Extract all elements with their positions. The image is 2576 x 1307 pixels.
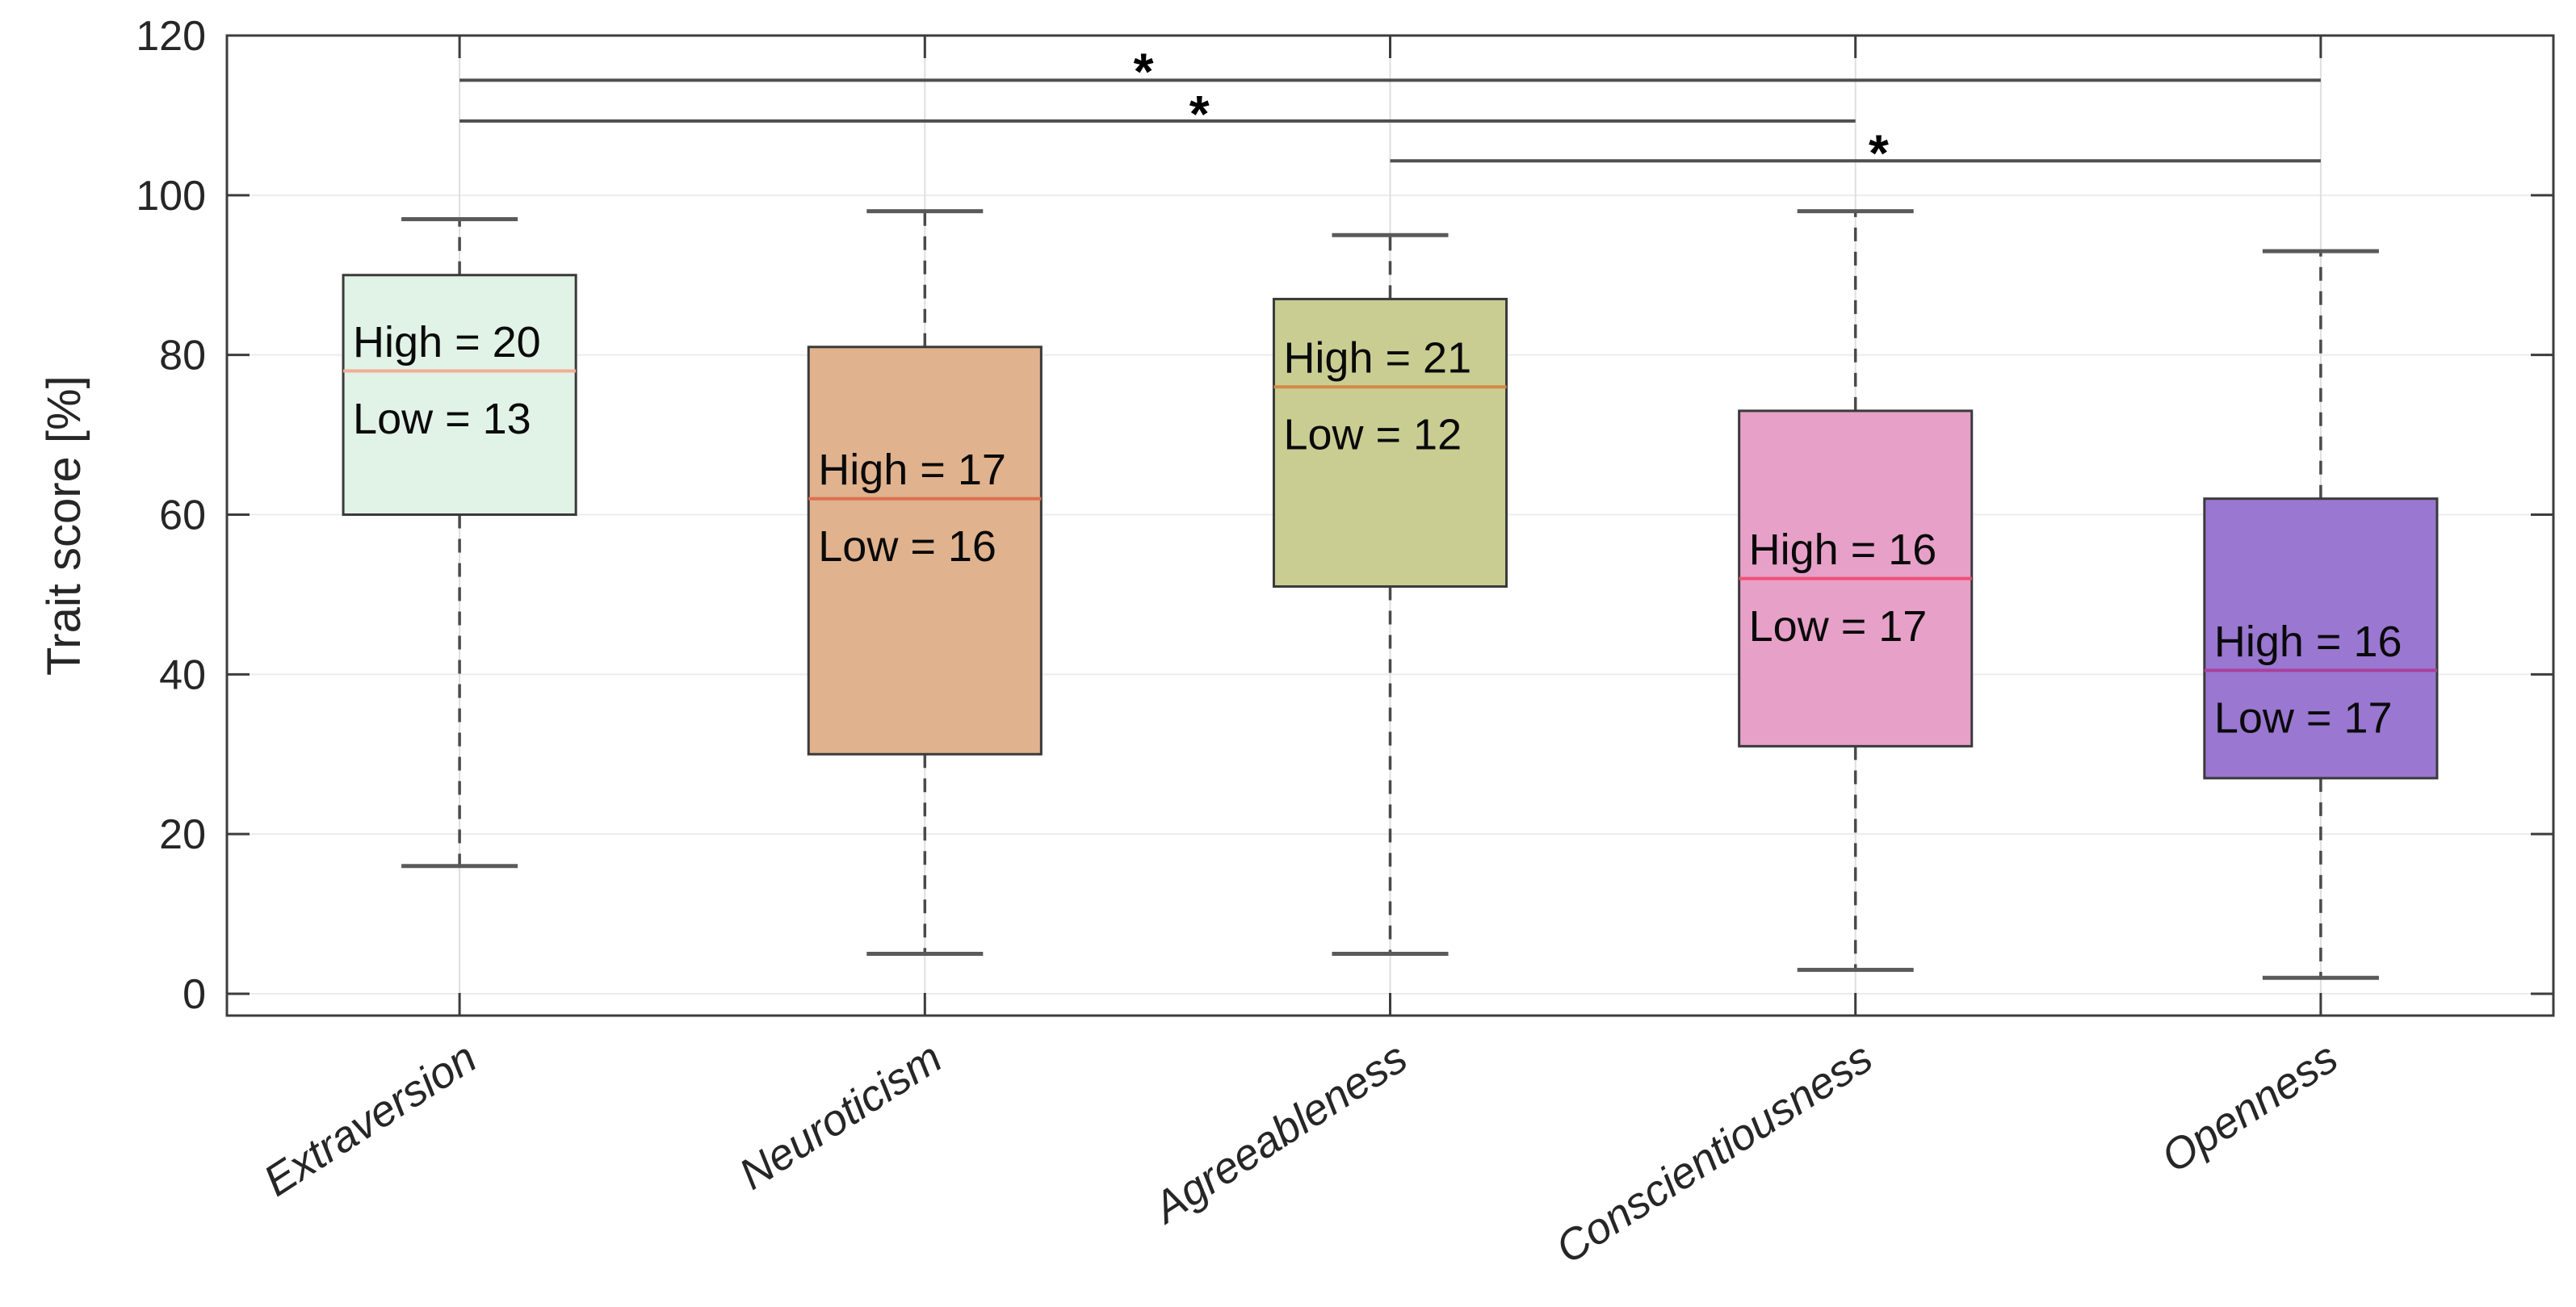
y-tick-label: 120 bbox=[136, 13, 206, 60]
box-extraversion bbox=[342, 274, 577, 516]
significance-star-3: * bbox=[1869, 124, 1889, 182]
y-tick-label: 80 bbox=[159, 333, 206, 379]
y-tick-label: 40 bbox=[159, 651, 206, 698]
box-agreeableness bbox=[1272, 297, 1508, 589]
annotation-high-conscientiousness: High = 16 bbox=[1749, 526, 1937, 574]
annotation-low-openness: Low = 17 bbox=[2214, 694, 2393, 743]
box-openness bbox=[2203, 497, 2439, 780]
significance-star-1: * bbox=[1134, 43, 1154, 101]
y-tick-label: 60 bbox=[159, 492, 206, 538]
axes-border bbox=[225, 34, 2555, 1017]
annotation-low-extraversion: Low = 13 bbox=[353, 395, 531, 443]
annotation-low-conscientiousness: Low = 17 bbox=[1749, 602, 1928, 651]
y-axis-label: Trait score [%] bbox=[38, 375, 90, 676]
annotation-low-agreeableness: Low = 12 bbox=[1283, 411, 1462, 459]
box-neuroticism bbox=[807, 346, 1043, 756]
annotation-high-extraversion: High = 20 bbox=[353, 318, 541, 367]
significance-star-2: * bbox=[1189, 85, 1210, 143]
y-tick-label: 100 bbox=[136, 173, 206, 220]
annotation-high-agreeableness: High = 21 bbox=[1283, 334, 1471, 383]
annotation-high-openness: High = 16 bbox=[2214, 618, 2402, 666]
annotation-high-neuroticism: High = 17 bbox=[818, 446, 1006, 494]
annotation-low-neuroticism: Low = 16 bbox=[818, 522, 996, 571]
y-tick-label: 0 bbox=[183, 971, 206, 1018]
y-tick-label: 20 bbox=[159, 811, 206, 858]
